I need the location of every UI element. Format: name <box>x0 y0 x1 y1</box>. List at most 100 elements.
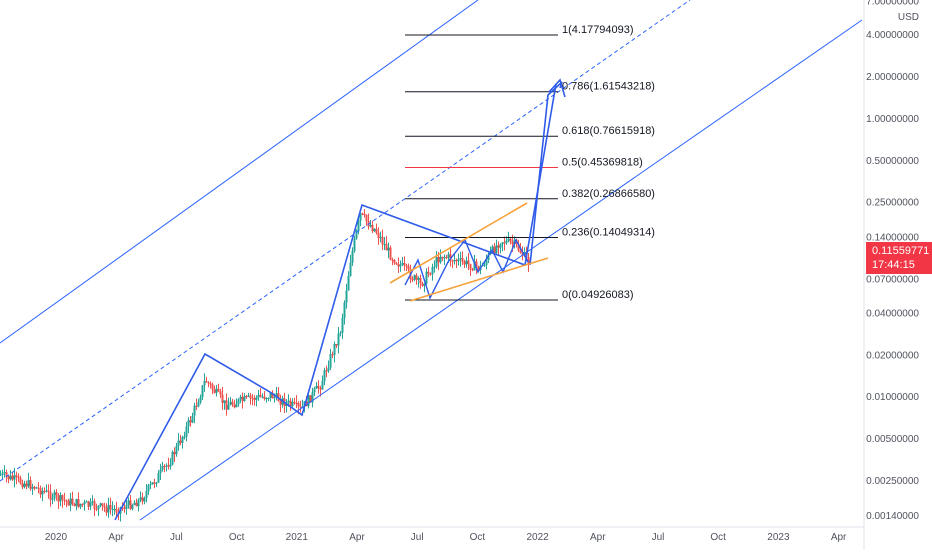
candle-body <box>213 389 216 393</box>
candle-body <box>121 507 124 509</box>
candle-body <box>443 257 446 259</box>
candle-body <box>237 399 240 405</box>
candle-body <box>233 404 236 408</box>
price-tick-label: 2.00000000 <box>866 72 919 83</box>
candle-body <box>451 260 454 262</box>
candle-body <box>35 487 38 489</box>
candle-body <box>239 396 242 400</box>
candle-body <box>265 398 268 400</box>
candle-body <box>165 465 168 467</box>
candle-body <box>389 247 392 260</box>
price-tick-label: 7.00000000 <box>866 0 919 7</box>
fib-level-label: 0.786(1.61543218) <box>562 81 655 93</box>
candle-body <box>355 230 358 239</box>
candle-body <box>455 260 458 262</box>
time-tick-label: Jul <box>411 532 424 543</box>
candle-body <box>449 254 452 261</box>
candle-body <box>441 256 444 259</box>
time-tick-label: 2020 <box>45 532 68 543</box>
price-tick-label: 0.02000000 <box>866 350 919 361</box>
candle-body <box>347 275 350 291</box>
candle-body <box>75 499 78 507</box>
candle-body <box>219 391 222 395</box>
candle-body <box>527 257 530 265</box>
candle-body <box>3 472 6 474</box>
candle-body <box>311 392 314 403</box>
candle-body <box>235 404 238 408</box>
candle-body <box>71 498 74 504</box>
candle-body <box>373 228 376 232</box>
candle-body <box>429 273 432 275</box>
time-axis-background <box>0 527 932 550</box>
time-axis[interactable]: 2020 Apr Jul Oct 2021 Apr Jul Oct 2022 Apr Jul Oct 2… <box>45 532 847 543</box>
candle-body <box>393 259 396 264</box>
price-tick-label: 0.04000000 <box>866 308 919 319</box>
candle-body <box>33 487 36 489</box>
candle-body <box>229 401 232 405</box>
fib-level-label: 0.618(0.76615918) <box>562 125 655 137</box>
candle-body <box>249 395 252 399</box>
time-tick-label: Apr <box>108 532 124 543</box>
candle-body <box>501 242 504 245</box>
candle-body <box>421 283 424 286</box>
candle-body <box>7 476 10 480</box>
fib-level-label: 0.5(0.45369818) <box>562 157 643 169</box>
candle-body <box>297 403 300 407</box>
candle-body <box>397 264 400 267</box>
candle-body <box>11 475 14 480</box>
candle-body <box>143 498 146 502</box>
candle-body <box>201 385 204 398</box>
candle-body <box>499 244 502 248</box>
candle-body <box>85 501 88 503</box>
candle-body <box>193 405 196 416</box>
candle-body <box>81 503 84 505</box>
candle-body <box>317 385 320 389</box>
candle-body <box>275 393 278 397</box>
candle-body <box>425 271 428 284</box>
candle-body <box>467 260 470 265</box>
fib-retracement[interactable]: 1(4.17794093) 0.786(1.61543218) 0.618(0.76… <box>405 24 655 301</box>
candle-body <box>379 236 382 238</box>
candle-body <box>299 406 302 408</box>
candle-body <box>57 495 60 502</box>
candle-body <box>1 473 4 475</box>
candle-body <box>497 245 500 248</box>
candle-body <box>493 246 496 253</box>
candle-body <box>377 233 380 238</box>
candle-body <box>385 244 388 251</box>
candle-body <box>405 265 408 267</box>
candle-body <box>483 265 486 267</box>
candle-body <box>181 436 184 443</box>
candle-body <box>295 402 298 404</box>
candle-body <box>407 266 410 270</box>
candle-body <box>209 383 212 385</box>
candle-body <box>65 500 68 502</box>
candle-body <box>335 344 338 346</box>
candle-body <box>127 500 130 505</box>
candle-body <box>271 392 274 399</box>
candle-body <box>163 466 166 467</box>
candle-body <box>415 275 418 280</box>
candle-body <box>41 491 44 495</box>
candle-body <box>131 505 134 509</box>
candle-body <box>507 238 510 241</box>
candle-body <box>273 397 276 399</box>
price-axis[interactable]: 7.00000000 4.00000000 2.00000000 1.00000000… <box>866 0 919 522</box>
candle-body <box>225 400 228 410</box>
candle-body <box>139 497 142 500</box>
candle-body <box>129 500 132 509</box>
candle-body <box>277 393 280 401</box>
time-tick-label: Oct <box>710 532 726 543</box>
candle-body <box>419 278 422 284</box>
candle-body <box>459 258 462 260</box>
candle-body <box>37 487 40 489</box>
candle-body <box>135 502 138 507</box>
candle-body <box>327 367 330 372</box>
bar-countdown: 17:44:15 <box>872 259 915 271</box>
candle-body <box>61 495 64 500</box>
candle-body <box>97 505 100 509</box>
candle-body <box>77 499 80 507</box>
candle-body <box>241 396 244 402</box>
